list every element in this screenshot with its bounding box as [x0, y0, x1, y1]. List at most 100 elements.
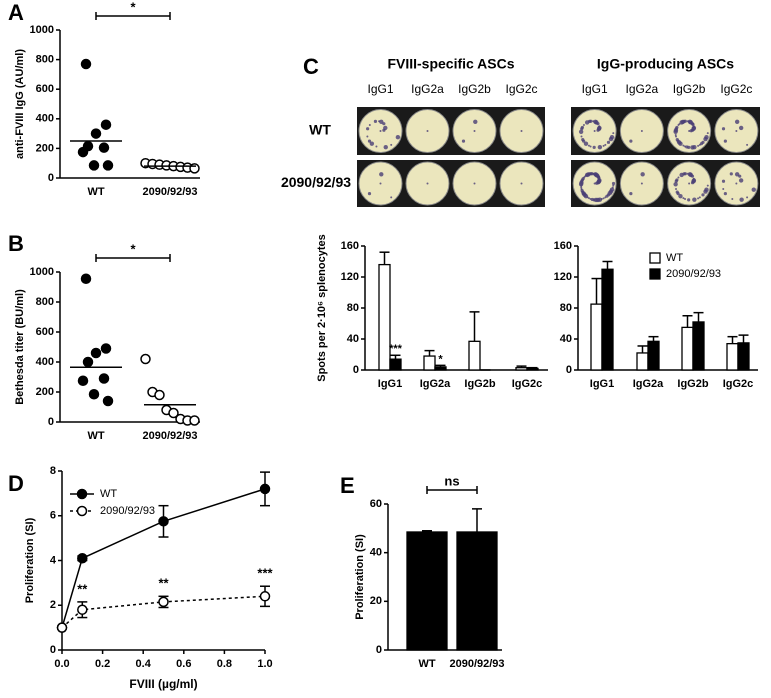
y-tick-label: 40 [347, 333, 359, 345]
x-tick-label: 2090/92/93 [449, 658, 504, 670]
y-axis-label: anti-FVIII IgG (AU/ml) [14, 49, 26, 159]
plate-spot [734, 119, 740, 125]
plate-spot [706, 184, 709, 187]
plate-spot [605, 194, 609, 198]
x-tick-label: IgG2c [512, 378, 543, 390]
plate-spot [738, 178, 744, 183]
significance-label: *** [389, 343, 403, 355]
plate-spot [673, 128, 679, 133]
y-tick-label: 0 [376, 644, 382, 656]
bar [423, 355, 436, 371]
plate-spot [426, 182, 429, 185]
x-tick-label: IgG2b [464, 378, 495, 390]
y-tick-label: 6 [50, 510, 56, 522]
plate-spot [682, 197, 685, 200]
plate-spot [366, 127, 370, 131]
plate-spot [473, 182, 476, 185]
plate-spot [383, 144, 388, 150]
plate-spot [593, 130, 596, 132]
plate-spot [731, 197, 734, 200]
plate-spot [461, 139, 466, 143]
plate-spot [608, 136, 614, 142]
panel-label: E [340, 473, 355, 498]
line [61, 595, 266, 629]
plate-spot [581, 177, 585, 181]
plate-spot [723, 192, 727, 196]
column-label: IgG2b [673, 82, 706, 96]
row-label: WT [309, 122, 331, 138]
plate-spot [697, 144, 700, 147]
plate-spot [379, 182, 382, 185]
legend-marker [76, 488, 88, 500]
plate-spot [367, 139, 372, 143]
column-label: IgG2a [411, 82, 444, 96]
data-point [82, 356, 94, 368]
plate-spot [699, 142, 704, 146]
column-label: IgG2b [458, 82, 491, 96]
plate-spot [746, 196, 749, 199]
bar [601, 268, 614, 371]
plate-spot [520, 182, 523, 185]
data-point [80, 273, 92, 284]
plate-spot [390, 196, 393, 199]
plate-spot [687, 198, 691, 202]
bar [434, 366, 447, 371]
plate-spot [706, 132, 709, 135]
x-tick-label: WT [418, 658, 435, 670]
legend-label: WT [100, 488, 117, 500]
plate-spot [580, 184, 583, 187]
plate-spot [751, 187, 756, 192]
data-point [154, 389, 165, 401]
y-tick-label: 400 [36, 356, 54, 368]
plate-spot [680, 119, 686, 125]
y-tick-label: 0 [566, 364, 572, 376]
legend-swatch [649, 252, 661, 264]
plate-spot [590, 172, 594, 176]
panel-label: C [303, 54, 319, 79]
bar [692, 321, 705, 371]
plate-spot [592, 120, 595, 123]
plate-spot [698, 196, 701, 199]
plate-spot [520, 130, 523, 132]
plate-spot [390, 143, 393, 146]
column-label: IgG2c [720, 82, 752, 96]
x-tick-label: 0.0 [54, 658, 69, 670]
panel-label: A [8, 0, 24, 25]
plate-spot [692, 197, 697, 202]
plate-spot [684, 197, 687, 200]
plate-spot [426, 130, 429, 132]
y-tick-label: 400 [36, 113, 54, 125]
plate-spot [686, 172, 689, 175]
y-axis-label: Proliferation (SI) [354, 534, 366, 620]
plate-spot [378, 120, 381, 123]
y-axis-label: Proliferation (SI) [24, 517, 36, 603]
plate-spot [701, 193, 705, 197]
group-title: IgG-producing ASCs [597, 56, 734, 72]
plate-spot [606, 140, 611, 144]
x-tick-label: IgG1 [378, 378, 402, 390]
plate-spot [604, 143, 607, 146]
bar [456, 531, 498, 651]
x-tick-label: IgG2a [420, 378, 451, 390]
x-tick-label: 0.2 [95, 658, 110, 670]
plate-spot [703, 136, 708, 142]
plate-spot [580, 125, 584, 130]
data-point [168, 407, 179, 419]
plate-spot [703, 189, 708, 194]
plate-spot [580, 188, 584, 193]
y-tick-label: 80 [347, 302, 359, 314]
plate-spot [382, 122, 386, 126]
significance-label: ** [158, 576, 169, 591]
x-tick-label: 0.6 [176, 658, 191, 670]
plate-spot [691, 179, 696, 184]
significance-label: * [130, 241, 136, 256]
plate-spot [379, 172, 384, 177]
legend-label: WT [666, 252, 683, 264]
legend-label: 2090/92/93 [666, 268, 721, 280]
data-point [77, 375, 89, 386]
y-tick-label: 20 [370, 595, 382, 607]
data-point [102, 395, 114, 407]
x-tick-label: 2090/92/93 [142, 186, 197, 198]
x-tick-label: IgG2c [723, 378, 754, 390]
plate-spot [367, 192, 372, 196]
